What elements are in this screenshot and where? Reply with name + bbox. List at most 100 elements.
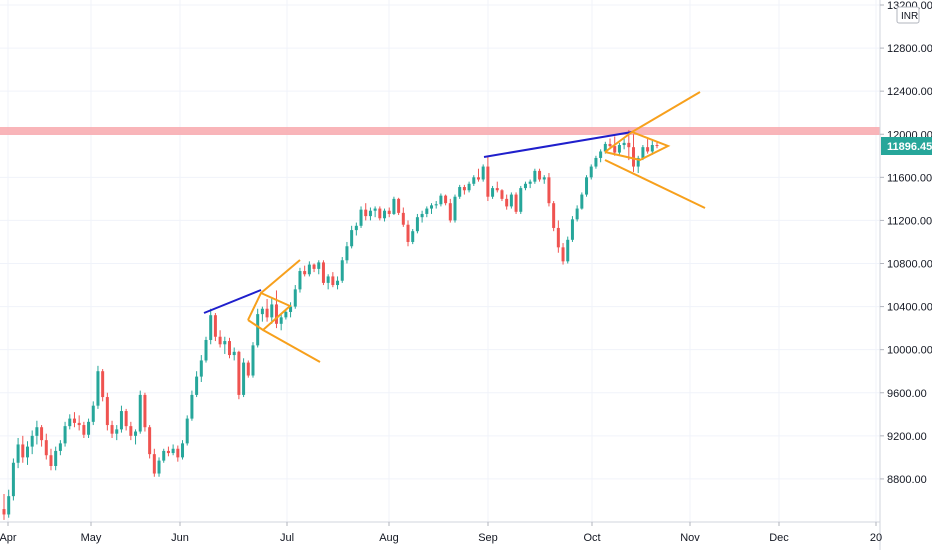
candle bbox=[406, 220, 410, 247]
candle bbox=[448, 198, 452, 223]
candle-body bbox=[223, 341, 227, 345]
candle-body bbox=[641, 147, 645, 158]
candle bbox=[30, 430, 34, 455]
candle bbox=[307, 261, 311, 277]
candle bbox=[594, 155, 598, 169]
candle-body bbox=[434, 204, 438, 206]
candle bbox=[260, 306, 264, 322]
candle-body bbox=[392, 198, 396, 214]
candle bbox=[171, 444, 175, 456]
candle bbox=[326, 274, 330, 290]
price-axis[interactable]: 13200.0012800.0012400.0012000.0011600.00… bbox=[880, 0, 932, 486]
candle-body bbox=[556, 227, 560, 248]
candle bbox=[345, 241, 349, 264]
candle bbox=[575, 205, 579, 222]
candle bbox=[63, 421, 67, 447]
candle-body bbox=[533, 170, 537, 182]
candle bbox=[251, 342, 255, 378]
candle-body bbox=[63, 426, 67, 444]
candle bbox=[129, 421, 133, 441]
candle bbox=[632, 134, 636, 172]
pennant-2-upper-line bbox=[631, 91, 701, 133]
candle bbox=[143, 392, 147, 432]
candle bbox=[350, 225, 354, 249]
candle-body bbox=[420, 213, 424, 218]
candle-body bbox=[232, 351, 236, 356]
candle-body bbox=[580, 194, 584, 209]
candle-body bbox=[199, 360, 203, 377]
candle bbox=[91, 401, 95, 426]
candle-body bbox=[340, 260, 344, 281]
candle-body bbox=[35, 427, 39, 436]
candle bbox=[148, 425, 152, 459]
candle-body bbox=[134, 431, 138, 436]
candle bbox=[331, 272, 335, 288]
candle-body bbox=[162, 450, 166, 461]
candle bbox=[256, 308, 260, 348]
candle-body bbox=[585, 177, 589, 195]
candle bbox=[195, 371, 199, 398]
candle-body bbox=[91, 405, 95, 422]
candle bbox=[561, 243, 565, 265]
candle-body bbox=[364, 209, 368, 217]
candle bbox=[274, 290, 278, 329]
candle bbox=[392, 196, 396, 216]
candle bbox=[40, 425, 44, 447]
candle bbox=[176, 445, 180, 462]
candle bbox=[420, 210, 424, 223]
candle-body bbox=[25, 446, 29, 458]
candle-body bbox=[152, 454, 156, 474]
candle bbox=[223, 336, 227, 354]
candle-body bbox=[72, 418, 76, 423]
candle-body bbox=[397, 198, 401, 213]
candle-body bbox=[312, 264, 316, 269]
candle-body bbox=[538, 170, 542, 180]
candle-body bbox=[77, 422, 81, 426]
candle-body bbox=[350, 230, 354, 247]
candle bbox=[181, 440, 185, 460]
candle bbox=[246, 360, 250, 378]
candle-body bbox=[274, 304, 278, 324]
candle-body bbox=[101, 371, 105, 398]
candle-body bbox=[594, 157, 598, 167]
candle-body bbox=[138, 394, 142, 432]
candle-body bbox=[636, 157, 640, 167]
pennant-2-lower-line bbox=[604, 159, 706, 209]
candle-body bbox=[213, 315, 217, 337]
candle-body bbox=[415, 217, 419, 232]
candle-body bbox=[448, 203, 452, 221]
candle-body bbox=[505, 198, 509, 207]
candle bbox=[340, 257, 344, 283]
candle-body bbox=[7, 496, 11, 515]
candle bbox=[481, 164, 485, 182]
candle bbox=[209, 308, 213, 345]
pennant-1-lower-line bbox=[262, 329, 321, 363]
candle-body bbox=[632, 147, 636, 167]
candle bbox=[303, 265, 307, 277]
candle-body bbox=[284, 311, 288, 318]
candle-body bbox=[317, 262, 321, 269]
candle-body bbox=[246, 362, 250, 376]
currency-badge[interactable]: INR bbox=[896, 6, 920, 24]
candle-body bbox=[425, 208, 429, 214]
candle-body bbox=[260, 308, 264, 315]
time-axis[interactable]: Apr May Jun Jul Aug Sep Oct Nov Dec 20 bbox=[0, 522, 882, 544]
candle bbox=[655, 141, 659, 149]
candle-body bbox=[237, 351, 241, 395]
y-tick-label: 11200.00 bbox=[887, 215, 932, 227]
candle-body bbox=[307, 264, 311, 275]
currency-badge-text: INR bbox=[901, 11, 918, 22]
candle bbox=[204, 336, 208, 363]
candle-body bbox=[476, 177, 480, 180]
candle bbox=[556, 220, 560, 253]
current-price-label: 11896.45 bbox=[881, 137, 932, 155]
candle bbox=[566, 236, 570, 264]
candle bbox=[185, 415, 189, 446]
candle bbox=[486, 155, 490, 202]
candle bbox=[613, 136, 617, 156]
candle bbox=[476, 168, 480, 182]
candle bbox=[552, 201, 556, 232]
candle bbox=[439, 193, 443, 207]
candle-body bbox=[148, 427, 152, 455]
